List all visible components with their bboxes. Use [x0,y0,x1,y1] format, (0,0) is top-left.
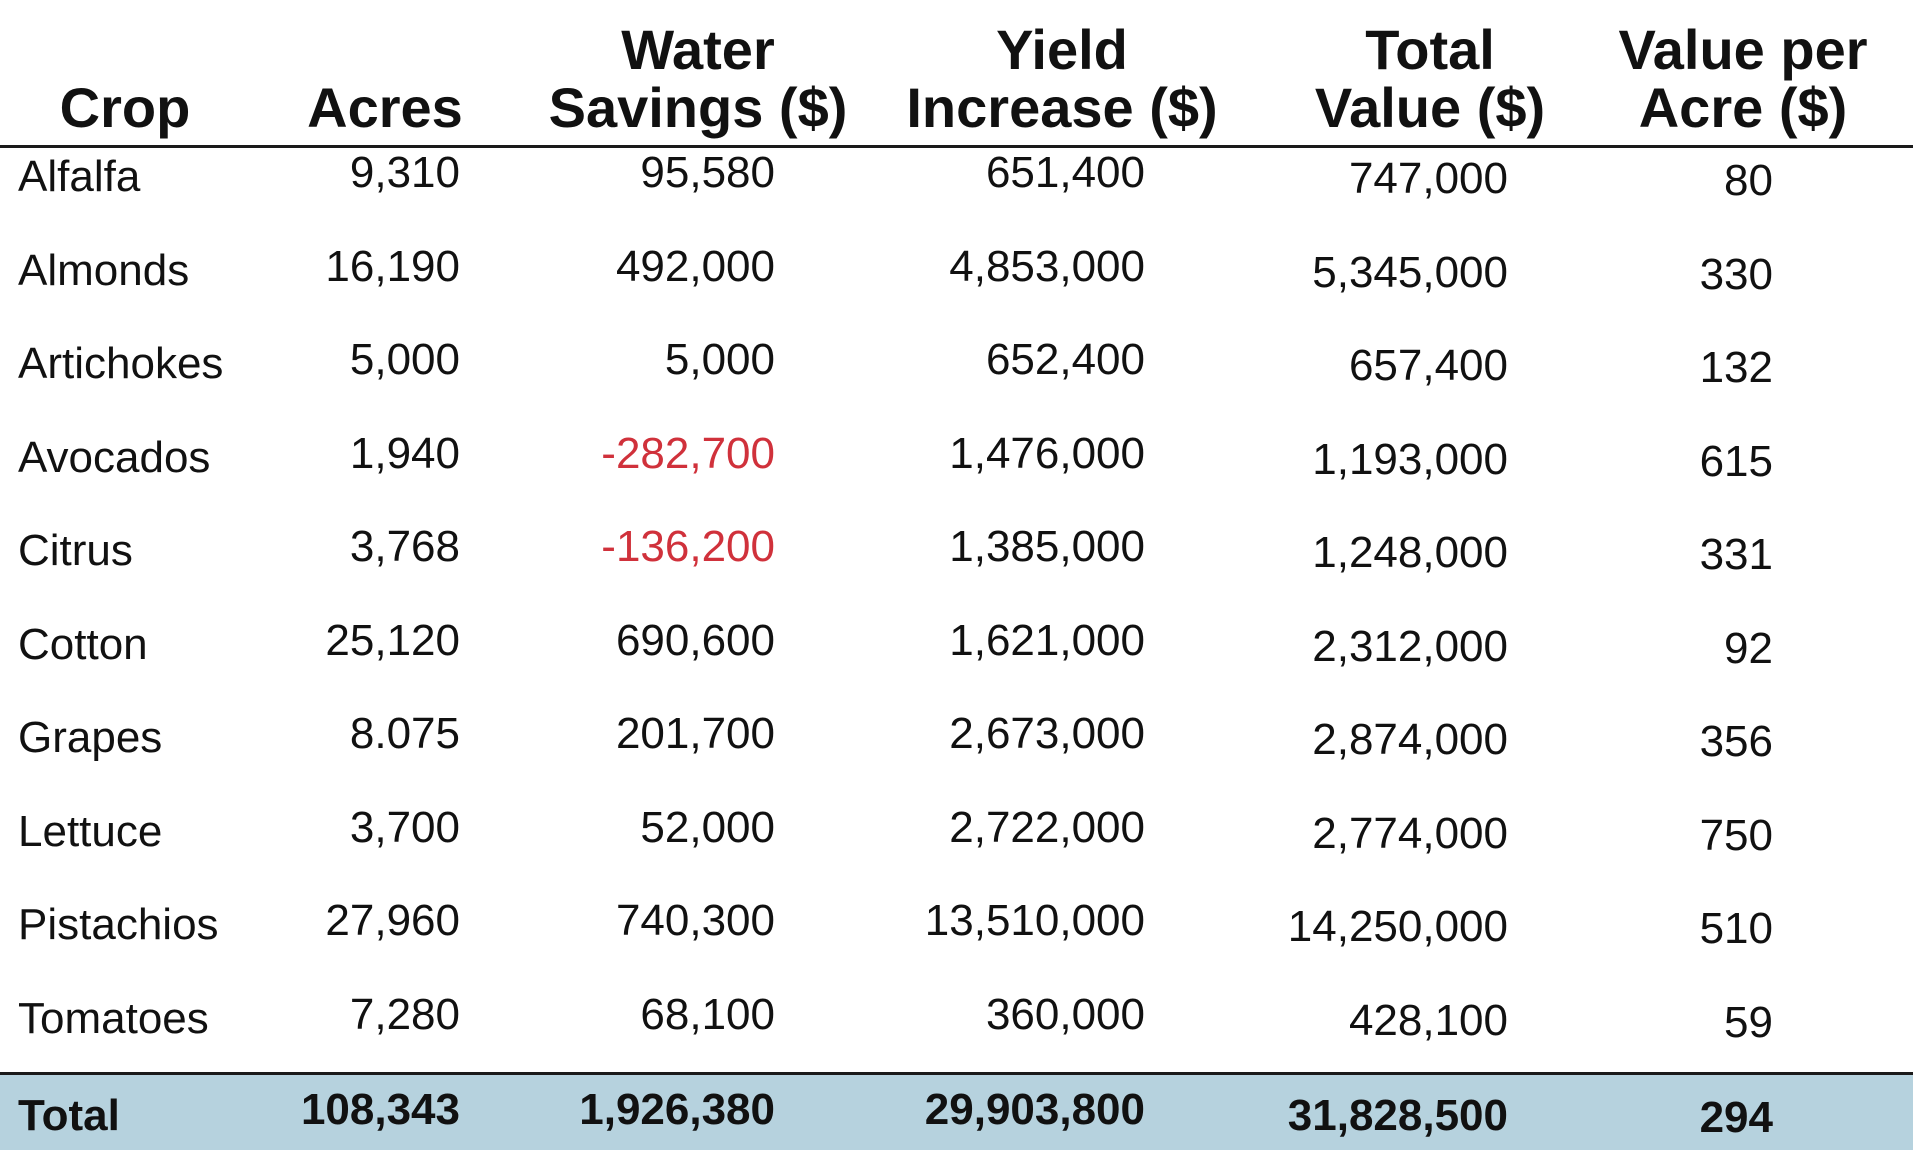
header-water: Water Savings ($) [528,21,868,137]
cell-yield: 13,510,000 [924,896,1145,945]
cell-total: 747,000 [1348,154,1508,203]
header-crop: Crop [0,79,255,137]
table-row: Grapes 8.075 201,700 2,673,000 2,874,000 356 [0,687,1913,780]
cell-total: 2,312,000 [1312,621,1508,671]
cell-yield: 1,476,000 [949,428,1145,478]
total-cell-total: 31,828,500 [1287,1091,1508,1140]
cell-per-acre: 330 [1699,249,1773,299]
header-acres: Acres [265,79,505,137]
cell-yield: 652,400 [985,335,1145,384]
cell-crop: Cotton [18,619,148,669]
header-per-acre-line: Acre ($) [1638,76,1848,139]
cell-total: 2,774,000 [1312,808,1508,858]
table-row: Pistachios 27,960 740,300 13,510,000 14,250,… [0,874,1913,967]
header-yield-line: Yield [996,18,1128,81]
cell-crop: Pistachios [18,900,219,949]
cell-per-acre: 331 [1699,530,1773,579]
cell-yield: 1,385,000 [949,522,1145,571]
header-total-line: Value ($) [1314,76,1546,139]
cell-per-acre: 510 [1699,904,1773,953]
cell-water: 95,580 [640,148,775,197]
cell-per-acre: 132 [1699,343,1773,392]
total-cell-acres: 108,343 [300,1085,460,1134]
cell-yield: 2,722,000 [949,802,1145,852]
header-crop-line: Crop [59,76,191,139]
cell-acres: 25,120 [325,615,460,665]
total-cell-yield: 29,903,800 [924,1085,1145,1134]
table-row: Avocados 1,940 -282,700 1,476,000 1,193,000 6… [0,407,1913,500]
cell-water: 52,000 [640,802,775,852]
cell-per-acre: 59 [1724,997,1773,1047]
header-yield-line: Increase ($) [906,76,1218,139]
cell-per-acre: 356 [1699,717,1773,766]
cell-total: 1,248,000 [1312,528,1508,577]
cell-acres: 16,190 [325,241,460,291]
cell-per-acre: 92 [1724,623,1773,673]
cell-crop: Artichokes [18,339,224,388]
cell-total: 5,345,000 [1312,247,1508,297]
table-row: Almonds 16,190 492,000 4,853,000 5,345,000 33… [0,220,1913,313]
cell-acres: 9,310 [349,148,460,197]
cell-per-acre: 80 [1724,156,1773,205]
table-row: Lettuce 3,700 52,000 2,722,000 2,774,000 750 [0,781,1913,874]
cell-water: 690,600 [615,615,775,665]
cell-acres: 3,768 [349,522,460,571]
total-cell-per-acre: 294 [1699,1093,1773,1142]
cell-per-acre: 750 [1699,810,1773,860]
cell-yield: 2,673,000 [949,709,1145,758]
cell-crop: Alfalfa [18,152,141,201]
cell-crop: Lettuce [18,806,163,856]
cell-acres: 1,940 [349,428,460,478]
cell-total: 428,100 [1348,995,1508,1045]
cell-water: -282,700 [601,428,775,478]
table-header-row: Crop Acres Water Savings ($) Yield Increase (… [0,0,1913,148]
table-row: Cotton 25,120 690,600 1,621,000 2,312,000 92 [0,594,1913,687]
total-row: Total 108,343 1,926,380 29,903,800 31,828,50… [0,1072,1913,1150]
cell-acres: 3,700 [349,802,460,852]
cell-yield: 4,853,000 [949,241,1145,291]
cell-crop: Almonds [18,245,190,295]
cell-water: -136,200 [601,522,775,571]
cell-water: 5,000 [664,335,775,384]
table-row: Artichokes 5,000 5,000 652,400 657,400 132 [0,313,1913,406]
header-per-acre: Value per Acre ($) [1578,21,1908,137]
cell-water: 740,300 [615,896,775,945]
cell-total: 14,250,000 [1287,902,1508,951]
header-water-line: Water [621,18,775,81]
cell-crop: Avocados [18,432,211,482]
cell-acres: 27,960 [325,896,460,945]
cell-water: 492,000 [615,241,775,291]
cell-total: 1,193,000 [1312,434,1508,484]
header-acres-line: Acres [307,76,463,139]
cell-water: 68,100 [640,989,775,1039]
cell-acres: 5,000 [349,335,460,384]
header-per-acre-line: Value per [1618,18,1868,81]
header-yield: Yield Increase ($) [892,21,1232,137]
table-row: Citrus 3,768 -136,200 1,385,000 1,248,000 331 [0,500,1913,593]
total-cell-crop: Total [18,1091,120,1140]
header-water-line: Savings ($) [548,76,848,139]
cell-total: 2,874,000 [1312,715,1508,764]
cell-total: 657,400 [1348,341,1508,390]
header-total: Total Value ($) [1280,21,1580,137]
cell-crop: Grapes [18,713,163,762]
table-row: Tomatoes 7,280 68,100 360,000 428,100 59 [0,968,1913,1061]
cell-acres: 7,280 [349,989,460,1039]
cell-acres: 8.075 [349,709,460,758]
cell-water: 201,700 [615,709,775,758]
cell-per-acre: 615 [1699,436,1773,486]
header-total-line: Total [1365,18,1495,81]
total-cell-water: 1,926,380 [579,1085,775,1134]
cell-crop: Tomatoes [18,993,209,1043]
cell-yield: 1,621,000 [949,615,1145,665]
cell-yield: 360,000 [985,989,1145,1039]
table-row: Alfalfa 9,310 95,580 651,400 747,000 80 [0,126,1913,219]
cell-crop: Citrus [18,526,133,575]
cell-yield: 651,400 [985,148,1145,197]
